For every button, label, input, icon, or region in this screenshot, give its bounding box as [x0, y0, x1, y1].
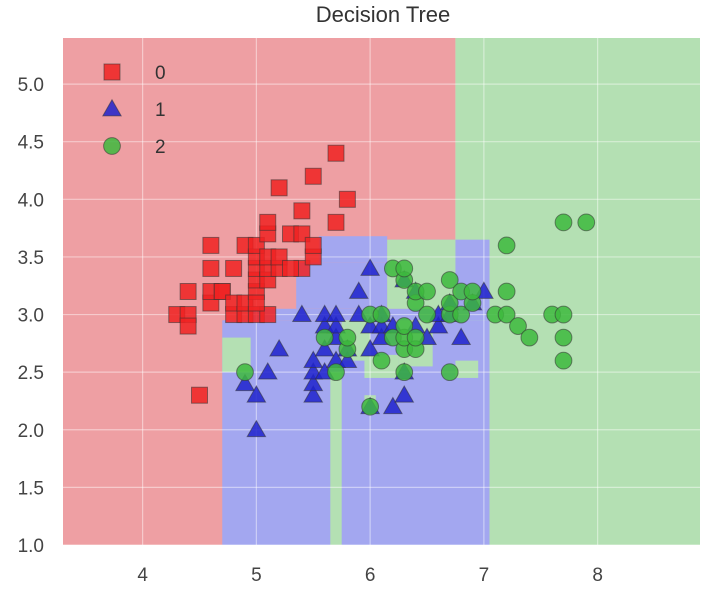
point-class-0	[338, 190, 356, 208]
point-class-2	[327, 363, 345, 382]
point-class-2	[418, 305, 436, 324]
point-class-2	[406, 328, 425, 347]
point-class-2	[236, 363, 254, 382]
x-tick-label: 6	[365, 565, 376, 586]
chart-title: Decision Tree	[316, 2, 451, 27]
point-class-0	[270, 179, 288, 197]
point-class-1	[394, 384, 415, 403]
point-class-2	[509, 317, 527, 335]
point-class-2	[554, 305, 573, 324]
point-class-0	[179, 283, 197, 300]
y-tick-label: 2.5	[18, 363, 44, 384]
point-class-1	[269, 338, 290, 357]
legend-label-1: 1	[155, 100, 166, 121]
point-class-2	[440, 294, 459, 312]
point-class-2	[497, 305, 516, 324]
y-tick-label: 4.0	[18, 190, 44, 211]
point-class-2	[395, 363, 414, 382]
point-class-2	[577, 213, 596, 232]
point-class-0	[259, 213, 277, 231]
data-points	[168, 144, 596, 438]
decision-regions	[63, 38, 700, 546]
point-class-2	[372, 351, 391, 370]
point-class-1	[303, 373, 324, 392]
y-tick-label: 1.5	[18, 478, 44, 499]
point-class-0	[179, 317, 197, 335]
point-class-0	[202, 259, 220, 277]
point-class-2	[452, 305, 471, 324]
point-class-0	[225, 259, 243, 277]
legend-label-2: 2	[155, 137, 166, 158]
point-class-2	[497, 282, 516, 301]
point-class-2	[372, 305, 391, 324]
y-tick-label: 1.0	[18, 536, 44, 557]
point-class-1	[291, 304, 312, 322]
point-class-2	[520, 328, 539, 347]
point-class-1	[337, 350, 358, 369]
point-class-1	[303, 384, 324, 403]
x-tick-label: 7	[479, 565, 490, 586]
point-class-2	[554, 351, 573, 370]
point-class-2	[418, 282, 436, 301]
legend: 0 1 2	[101, 63, 166, 158]
point-class-1	[257, 361, 278, 380]
x-axis-ticks: 4 5 6 7 8	[137, 565, 603, 586]
point-class-1	[246, 419, 267, 438]
point-class-0	[293, 202, 311, 220]
point-class-1	[234, 373, 256, 392]
x-tick-label: 4	[137, 565, 148, 586]
point-class-2	[554, 213, 573, 232]
point-class-2	[338, 328, 357, 347]
point-class-1	[325, 304, 347, 322]
point-class-1	[360, 338, 381, 357]
point-class-0	[304, 167, 322, 185]
point-class-1	[314, 338, 335, 357]
point-class-0	[282, 259, 299, 277]
point-class-0	[191, 386, 208, 404]
point-class-1	[451, 327, 472, 345]
y-tick-label: 5.0	[18, 75, 44, 96]
legend-marker-1	[101, 98, 123, 117]
x-tick-label: 8	[592, 565, 603, 586]
y-tick-label: 3.5	[18, 248, 44, 269]
point-class-2	[361, 397, 380, 416]
legend-label-0: 0	[155, 63, 166, 84]
point-class-2	[440, 363, 459, 382]
region-class-2	[330, 372, 342, 545]
point-class-2	[395, 317, 414, 335]
point-class-1	[382, 396, 403, 415]
region-class-2	[455, 360, 479, 378]
x-tick-label: 5	[251, 565, 262, 586]
point-class-0	[202, 236, 220, 254]
y-axis-ticks: 1.0 1.5 2.0 2.5 3.0 3.5 4.0 4.5 5.0	[18, 75, 44, 557]
point-class-2	[395, 259, 414, 278]
point-class-2	[463, 282, 482, 301]
region-class-1	[318, 236, 388, 263]
point-class-1	[360, 258, 381, 276]
legend-marker-0	[103, 63, 121, 81]
point-class-1	[428, 315, 449, 334]
y-tick-label: 2.0	[18, 421, 44, 442]
point-class-0	[327, 144, 345, 162]
y-tick-label: 3.0	[18, 306, 44, 327]
point-class-2	[440, 271, 459, 289]
point-class-2	[497, 236, 516, 255]
plot-area	[63, 38, 700, 546]
point-class-2	[315, 328, 334, 347]
region-class-2	[489, 233, 700, 546]
point-class-2	[554, 328, 573, 347]
point-class-0	[247, 294, 265, 312]
point-class-0	[327, 213, 345, 231]
point-class-1	[303, 350, 324, 369]
point-class-1	[325, 315, 347, 334]
point-class-1	[348, 281, 369, 299]
point-class-1	[246, 384, 267, 403]
y-tick-label: 4.5	[18, 133, 44, 154]
point-class-0	[304, 236, 322, 254]
legend-marker-2	[103, 137, 121, 155]
